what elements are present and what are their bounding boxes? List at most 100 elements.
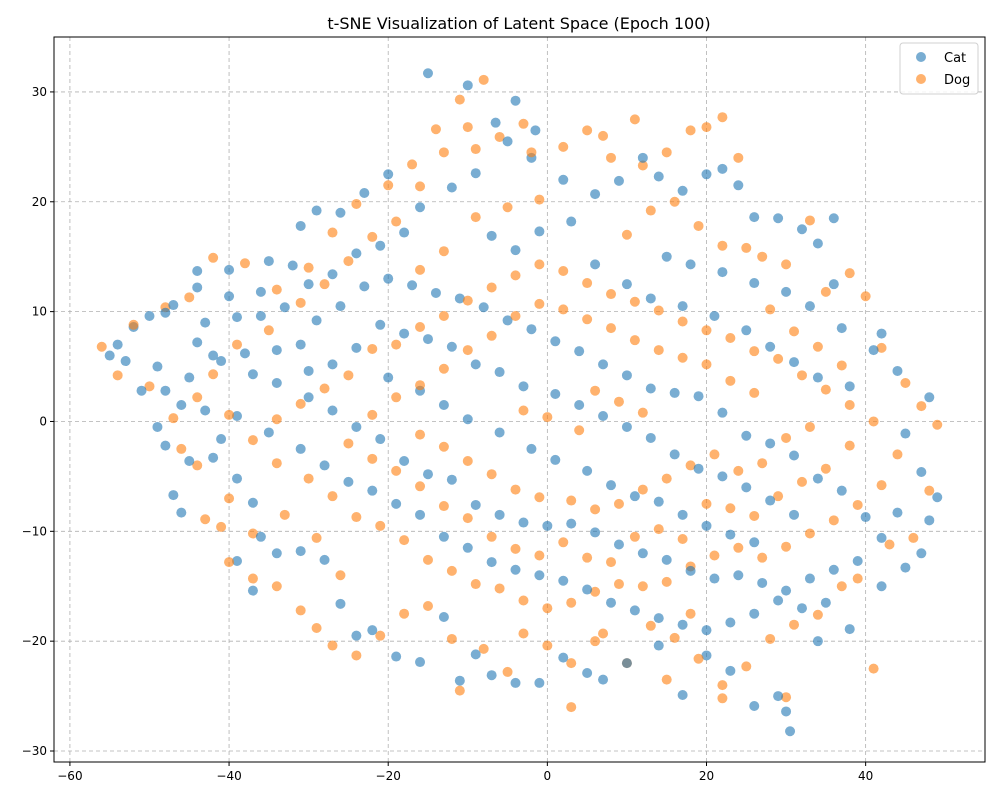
point-dog xyxy=(454,685,465,696)
point-cat xyxy=(399,328,410,339)
point-cat xyxy=(876,532,887,543)
x-tick-label: −40 xyxy=(216,769,241,783)
point-cat xyxy=(438,399,449,410)
point-dog xyxy=(438,441,449,452)
point-cat xyxy=(160,385,171,396)
point-cat xyxy=(454,293,465,304)
point-cat xyxy=(343,476,354,487)
point-dog xyxy=(629,531,640,542)
point-cat xyxy=(582,584,593,595)
point-cat xyxy=(749,278,760,289)
point-dog xyxy=(836,360,847,371)
point-cat xyxy=(216,356,227,367)
point-dog xyxy=(351,512,362,523)
point-dog xyxy=(852,573,863,584)
point-dog xyxy=(789,326,800,337)
point-dog xyxy=(765,304,776,315)
point-cat xyxy=(422,68,433,79)
point-cat xyxy=(224,264,235,275)
point-cat xyxy=(765,495,776,506)
point-dog xyxy=(749,346,760,357)
point-cat xyxy=(232,473,243,484)
point-dog xyxy=(924,485,935,496)
point-cat xyxy=(438,612,449,622)
point-cat xyxy=(351,421,362,432)
x-tick-label: 40 xyxy=(858,769,873,783)
point-dog xyxy=(796,370,807,381)
point-cat xyxy=(152,361,163,372)
point-cat xyxy=(773,691,784,702)
point-cat xyxy=(279,302,290,313)
point-cat xyxy=(582,465,593,476)
point-cat xyxy=(836,485,847,496)
point-cat xyxy=(295,546,306,557)
point-dog xyxy=(804,528,815,539)
point-cat xyxy=(733,570,744,581)
point-dog xyxy=(733,542,744,553)
point-cat xyxy=(255,531,266,542)
point-cat xyxy=(470,649,481,660)
point-dog xyxy=(669,632,680,643)
point-cat xyxy=(725,665,736,676)
point-dog xyxy=(216,521,227,532)
point-dog xyxy=(534,298,545,309)
point-dog xyxy=(613,498,624,509)
point-dog xyxy=(892,449,903,460)
point-cat xyxy=(574,346,585,357)
point-dog xyxy=(868,416,879,427)
point-cat xyxy=(255,286,266,297)
point-cat xyxy=(550,389,561,400)
point-dog xyxy=(470,144,481,155)
point-dog xyxy=(319,279,330,290)
point-cat xyxy=(438,531,449,542)
point-cat xyxy=(327,405,338,416)
point-cat xyxy=(598,674,609,685)
point-dog xyxy=(693,653,704,664)
point-cat xyxy=(391,498,402,509)
point-cat xyxy=(709,573,720,584)
point-cat xyxy=(232,555,243,566)
y-tick-label: −10 xyxy=(22,524,47,538)
point-cat xyxy=(422,334,433,345)
point-dog xyxy=(518,595,529,606)
point-dog xyxy=(486,469,497,480)
point-dog xyxy=(653,524,664,535)
point-cat xyxy=(757,577,768,588)
point-cat xyxy=(574,399,585,410)
point-cat xyxy=(383,273,394,284)
point-dog xyxy=(677,316,688,327)
point-dog xyxy=(319,383,330,394)
point-cat xyxy=(335,301,346,312)
point-cat xyxy=(629,491,640,502)
point-dog xyxy=(677,534,688,545)
point-cat xyxy=(645,293,656,304)
point-cat xyxy=(613,175,624,186)
point-dog xyxy=(510,543,521,554)
point-dog xyxy=(733,465,744,476)
point-cat xyxy=(104,350,115,361)
legend-label-dog: Dog xyxy=(944,73,970,88)
axes: −60 −40 −20 0 20 40 −30 −20 −10 0 10 20 30 xyxy=(22,85,874,783)
point-cat xyxy=(255,311,266,322)
point-cat xyxy=(351,630,362,641)
point-cat xyxy=(383,372,394,383)
point-dog xyxy=(446,565,457,576)
point-dog xyxy=(399,535,410,546)
point-cat xyxy=(932,492,943,503)
point-dog xyxy=(542,412,553,423)
point-cat xyxy=(820,597,831,608)
point-dog xyxy=(900,378,911,389)
point-dog xyxy=(478,643,489,654)
point-cat xyxy=(621,658,632,669)
point-cat xyxy=(351,342,362,353)
point-dog xyxy=(828,515,839,526)
point-dog xyxy=(486,282,497,293)
point-dog xyxy=(224,493,235,504)
point-dog xyxy=(351,198,362,209)
point-dog xyxy=(407,159,418,170)
point-cat xyxy=(677,689,688,700)
point-cat xyxy=(335,207,346,218)
point-dog xyxy=(558,537,569,548)
point-dog xyxy=(295,398,306,409)
point-cat xyxy=(327,269,338,280)
